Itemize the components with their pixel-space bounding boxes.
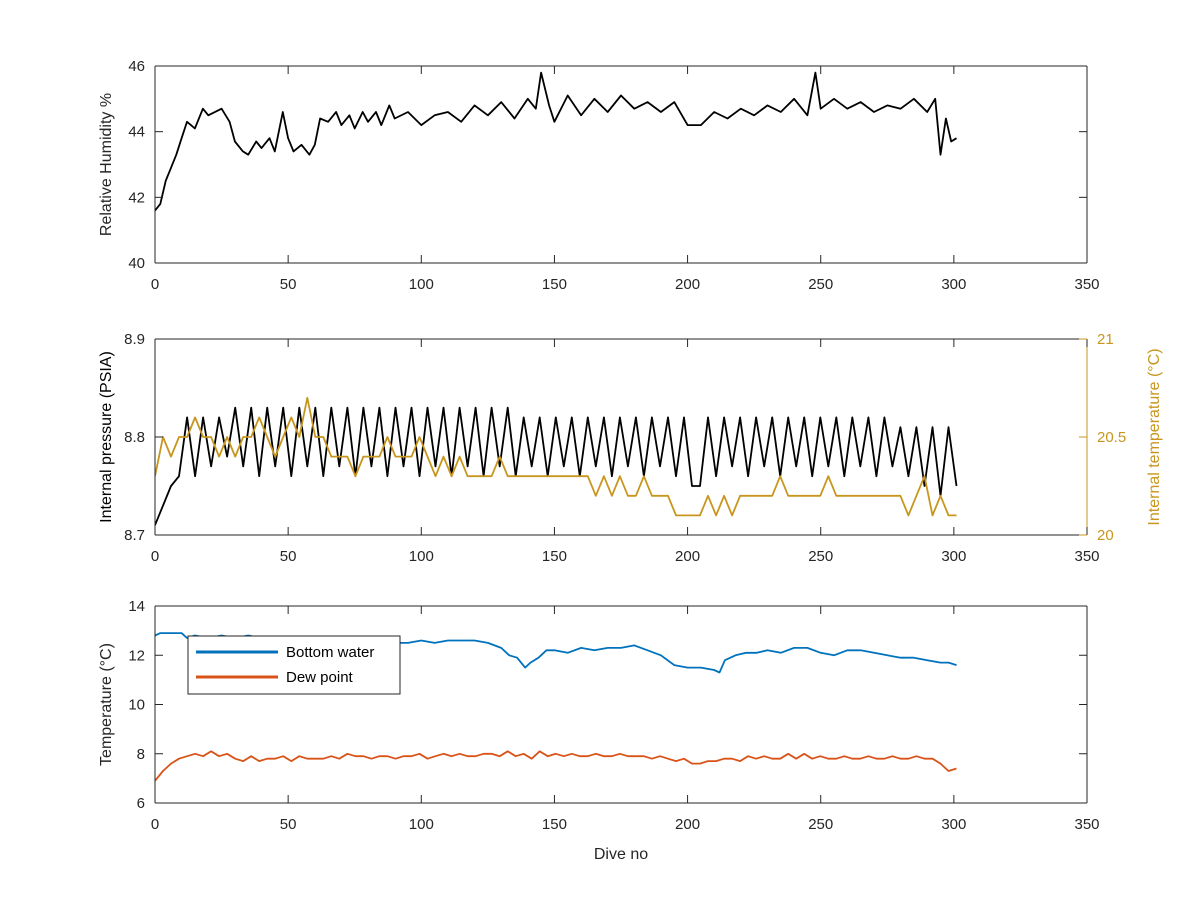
x-tick-label: 250	[808, 276, 833, 293]
y-tick-label: 8	[137, 746, 145, 763]
legend: Bottom water Dew point	[187, 635, 401, 695]
legend-label: Bottom water	[286, 644, 374, 661]
x-tick-label: 150	[542, 548, 567, 565]
y-right-tick-label: 21	[1097, 331, 1114, 348]
x-tick-label: 100	[409, 276, 434, 293]
dew-point-line	[155, 750, 957, 782]
legend-label: Dew point	[286, 669, 354, 686]
x-tick-label: 350	[1074, 276, 1099, 293]
relative-humidity-line	[155, 71, 957, 212]
y-tick-label: 40	[128, 255, 145, 272]
y-axis-label-right: Internal temperature (°C)	[1146, 348, 1163, 525]
x-tick-label: 350	[1074, 816, 1099, 833]
panel-1: 0 50 100 150 200 250 300 350 40 42 44 46 Relative Hu…	[98, 58, 1100, 293]
x-tick-label: 300	[941, 548, 966, 565]
y-right-tick-label: 20	[1097, 527, 1114, 544]
x-tick-label: 50	[280, 276, 297, 293]
panel-3: 0 50 100 150 200 250 300 350 6 8 10 12 14 Temperature…	[98, 598, 1100, 863]
legend-box	[187, 635, 401, 695]
y-axis-label: Internal pressure (PSIA)	[98, 351, 115, 523]
x-axis-label: Dive no	[594, 846, 648, 863]
y-axis-label: Temperature (°C)	[98, 643, 115, 766]
y-tick-label: 6	[137, 795, 145, 812]
x-tick-label: 0	[151, 276, 159, 293]
x-tick-label: 50	[280, 548, 297, 565]
x-tick-label: 0	[151, 816, 159, 833]
x-tick-label: 150	[542, 816, 567, 833]
y-tick-label: 14	[128, 598, 145, 615]
x-tick-label: 0	[151, 548, 159, 565]
x-tick-label: 200	[675, 548, 700, 565]
y-tick-label: 42	[128, 189, 145, 206]
x-tick-label: 250	[808, 816, 833, 833]
x-tick-label: 200	[675, 276, 700, 293]
y-tick-label: 44	[128, 124, 145, 141]
x-tick-label: 300	[941, 276, 966, 293]
y-tick-label: 10	[128, 697, 145, 714]
y-tick-label: 12	[128, 647, 145, 664]
x-tick-label: 150	[542, 276, 567, 293]
panel-2: 0 50 100 150 200 250 300 350 8.7 8.8 8.9 20 20.5 21 In…	[98, 331, 1163, 565]
internal-pressure-line	[155, 406, 958, 526]
internal-temperature-line	[155, 396, 957, 517]
x-tick-label: 350	[1074, 548, 1099, 565]
x-tick-label: 100	[409, 548, 434, 565]
x-tick-label: 300	[941, 816, 966, 833]
y-right-tick-label: 20.5	[1097, 429, 1126, 446]
y-tick-label: 46	[128, 58, 145, 75]
y-tick-label: 8.9	[124, 331, 145, 348]
y-tick-label: 8.8	[124, 429, 145, 446]
x-tick-label: 50	[280, 816, 297, 833]
x-tick-label: 200	[675, 816, 700, 833]
x-tick-label: 250	[808, 548, 833, 565]
x-tick-label: 100	[409, 816, 434, 833]
y-axis-label: Relative Humidity %	[98, 93, 115, 236]
y-tick-label: 8.7	[124, 527, 145, 544]
